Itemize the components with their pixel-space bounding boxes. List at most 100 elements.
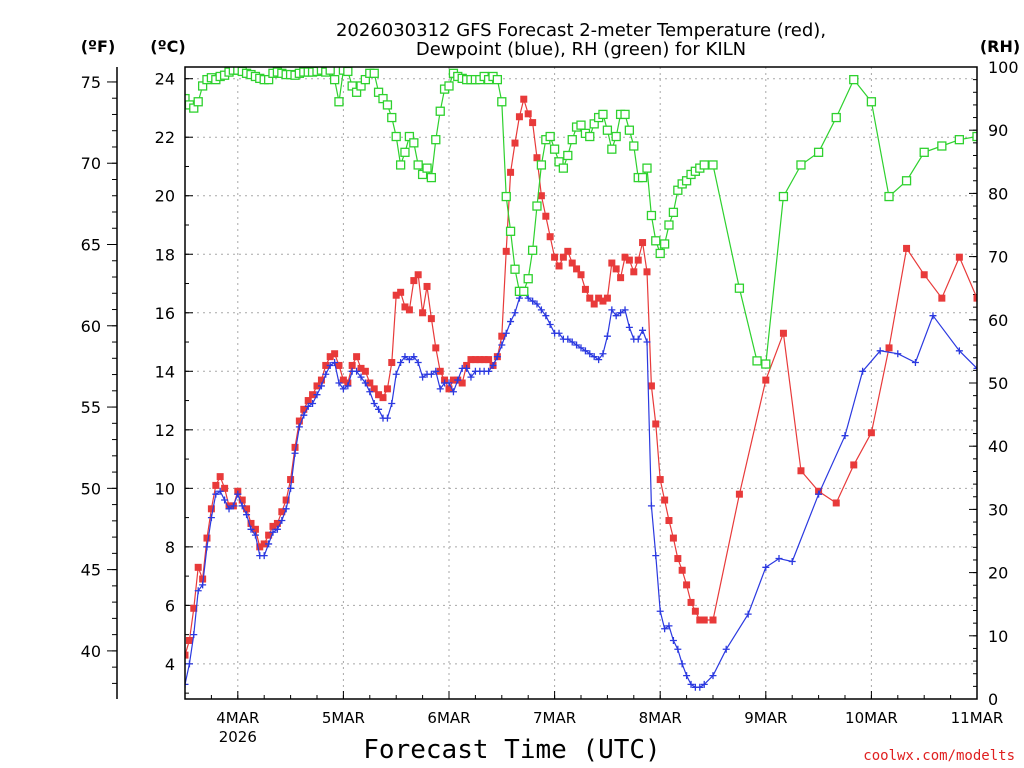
chart-title-line1: 2026030312 GFS Forecast 2-meter Temperat… (336, 20, 826, 41)
celsius-tick-label: 6 (165, 596, 175, 615)
dewpoint-point (788, 557, 796, 565)
temperature-point (190, 604, 198, 612)
rh-point (549, 144, 560, 154)
dewpoint-point (339, 385, 347, 393)
rh-point (637, 172, 648, 183)
temperature-point (278, 508, 286, 516)
temperature-point (683, 581, 691, 589)
rh-point (655, 248, 665, 259)
dewpoint-point (590, 353, 598, 361)
rh-point (325, 67, 335, 75)
celsius-tick-label: 20 (155, 187, 175, 206)
dewpoint-point (414, 359, 422, 367)
temperature-point (256, 543, 264, 551)
rh-point (523, 274, 533, 284)
rh-point (919, 147, 929, 157)
temperature-point (207, 505, 215, 513)
dewpoint-point (331, 359, 339, 367)
temperature-point (630, 268, 638, 276)
dewpoint-point (322, 370, 330, 378)
dewpoint-point (234, 490, 242, 498)
temperature-point (564, 247, 572, 255)
fahrenheit-tick-label: 60 (81, 317, 101, 336)
dewpoint-point (190, 631, 198, 639)
temperature-point (515, 113, 523, 121)
temperature-point (370, 385, 378, 393)
dewpoint-point (696, 683, 704, 691)
temperature-point (498, 332, 506, 340)
temperature-point (661, 496, 669, 504)
rh-point (849, 74, 859, 85)
temperature-point (361, 367, 369, 375)
rh-point (329, 74, 340, 85)
rh-point (937, 141, 947, 151)
dewpoint-point (537, 306, 545, 314)
dewpoint-point (436, 385, 444, 393)
dewpoint-point (581, 347, 589, 355)
dewpoint-point (542, 312, 550, 320)
rh-point (651, 236, 661, 246)
temperature-point (639, 239, 647, 247)
rh-tick-label: 90 (988, 121, 1008, 140)
temperature-point (511, 139, 519, 147)
temperature-point (203, 534, 211, 542)
plot-frame (184, 66, 978, 700)
temperature-point (867, 429, 875, 437)
temperature-point (300, 405, 308, 413)
temperature-line (185, 96, 977, 656)
dewpoint-point (405, 356, 413, 364)
rh-point (611, 131, 621, 142)
dewpoint-point (243, 511, 251, 519)
fahrenheit-tick-label: 75 (81, 73, 101, 92)
rh-point (954, 135, 965, 145)
rh-point (585, 131, 595, 142)
dewpoint-point (603, 332, 611, 340)
rh-point (761, 359, 771, 369)
temperature-point (260, 540, 268, 548)
rh-point (567, 135, 577, 145)
temperature-point (397, 288, 405, 296)
rh-unit-label: (RH) (980, 37, 1020, 56)
rh-point (409, 138, 419, 148)
temperature-point (735, 490, 743, 498)
temperature-point (647, 382, 655, 390)
dewpoint-point (419, 373, 427, 381)
dewpoint-point (625, 323, 633, 331)
fahrenheit-tick-label: 50 (81, 479, 101, 498)
rh-point (796, 160, 806, 170)
temperature-point (625, 256, 633, 264)
rh-point (532, 201, 542, 211)
dewpoint-point (317, 382, 325, 390)
dewpoint-point (432, 367, 440, 375)
temperature-point (335, 361, 343, 369)
temperature-point (410, 277, 418, 285)
temperature-point (551, 253, 559, 261)
temperature-point (885, 344, 893, 352)
rh-point (734, 283, 745, 293)
dewpoint-point (225, 505, 233, 513)
dewpoint-point (366, 388, 374, 396)
rh-point (866, 97, 877, 107)
dewpoint-point (529, 297, 537, 305)
celsius-axis-ticks: 4 6 8 10 12 14 16 18 20 22 24 (155, 70, 193, 694)
dewpoint-point (185, 660, 193, 668)
temperature-point (366, 379, 374, 387)
temperature-point (586, 294, 594, 302)
temperature-point (326, 353, 334, 361)
temperature-point (282, 496, 290, 504)
temperature-point (502, 247, 510, 255)
rh-point (629, 141, 639, 151)
dewpoint-point (247, 525, 255, 533)
dewpoint-point (502, 329, 510, 337)
temperature-point (313, 382, 321, 390)
rh-point (563, 150, 573, 161)
temperature-point (375, 391, 383, 399)
temperature-point (520, 95, 528, 103)
dewpoint-point (929, 312, 937, 320)
temperature-point (577, 271, 585, 279)
temperature-point (542, 212, 550, 220)
temperature-point (524, 110, 532, 118)
dewpoint-point (955, 347, 963, 355)
rh-tick-label: 10 (988, 627, 1008, 646)
dewpoint-point (841, 432, 849, 440)
